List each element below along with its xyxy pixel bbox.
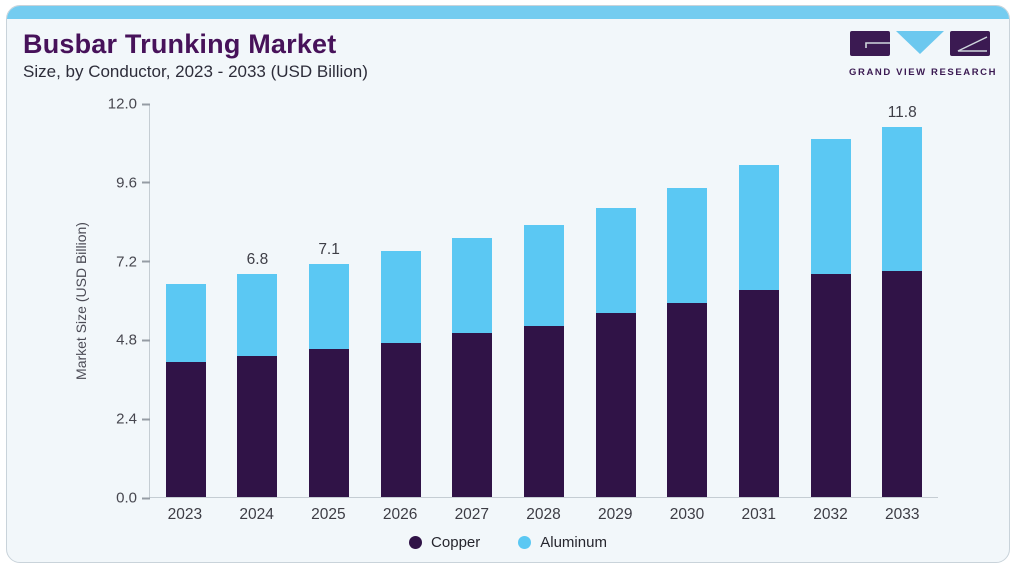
bar-segment-copper [380,342,421,497]
x-axis-label: 2023 [167,506,203,523]
x-axis-label: 2025 [311,506,346,523]
bar-group [437,104,509,497]
bar-group [723,104,795,497]
bar-value-label: 7.1 [318,240,340,258]
bar-segment-copper [309,349,350,497]
x-axis-label: 2032 [813,506,848,523]
bar-segment-aluminum [667,188,708,304]
y-tick-label: 7.2 [116,253,137,271]
y-tick: 4.8 [103,332,150,349]
bar-group: 7.1 [293,104,365,497]
x-axis-label: 2030 [669,506,705,523]
brand-logo: GRAND VIEW RESEARCH [849,30,998,78]
bar-group [651,104,723,497]
bars-container: 6.8 7.1 11.8 [150,104,938,497]
y-tick-mark [142,418,150,421]
x-axis-labels: 2023 2024 2025 2026 2027 2028 2029 2030 2031 2032… [149,506,938,524]
legend-label: Aluminum [540,534,607,551]
bar-segment-aluminum [380,250,421,343]
bar-segment-copper [237,355,278,497]
y-tick-mark [142,339,150,342]
bar-segment-aluminum [810,139,851,274]
bar-segment-copper [524,326,565,497]
legend-swatch [518,536,532,549]
bar-segment-copper [165,362,206,497]
bar-segment-aluminum [165,283,206,363]
y-tick-mark [142,181,150,184]
bar-segment-aluminum [452,237,493,333]
y-tick-mark [142,497,150,499]
legend-item-aluminum: Aluminum [518,534,607,551]
y-tick: 2.4 [103,411,150,428]
legend: Copper Aluminum [7,534,1009,551]
y-tick-label: 4.8 [116,331,137,349]
y-tick: 7.2 [103,253,150,270]
legend-label: Copper [431,534,481,551]
y-tick-mark [142,103,150,105]
bar-segment-copper [452,332,493,497]
bar-group [508,104,580,497]
x-axis-label: 2033 [884,506,920,523]
y-tick-label: 9.6 [116,174,137,192]
bar-group [365,104,437,497]
bar-group [580,104,652,497]
bar-group [150,104,222,497]
bar-segment-copper [738,290,779,497]
bar-segment-aluminum [882,127,923,272]
y-tick-label: 12.0 [107,95,137,113]
bar-value-label: 6.8 [246,250,269,268]
bar-segment-copper [667,303,708,497]
gvr-logo-icon [850,31,990,56]
page-subtitle: Size, by Conductor, 2023 - 2033 (USD Bil… [23,62,368,81]
y-tick: 12.0 [103,96,150,113]
x-axis-label: 2028 [526,506,561,523]
legend-item-copper: Copper [409,534,480,551]
x-axis-label: 2031 [741,506,776,523]
x-axis-label: 2026 [382,506,418,523]
logo-v-triangle [896,31,944,54]
bar-group: 6.8 [222,104,294,497]
bar-segment-copper [882,271,923,497]
y-tick-label: 2.4 [116,410,137,428]
page-title: Busbar Trunking Market [23,29,337,59]
bar-segment-aluminum [524,224,565,327]
bar-segment-copper [595,313,636,497]
bar-segment-aluminum [738,165,779,291]
bar-group: 11.8 [866,104,938,497]
y-tick: 9.6 [103,174,150,191]
plot-area: 12.0 9.6 7.2 4.8 2.4 0.0 6.8 7.1 11.8 [108,96,938,507]
bar-segment-aluminum [595,208,636,314]
bar-value-label: 11.8 [887,104,917,121]
bar-segment-aluminum [309,263,350,350]
x-axis-label: 2027 [454,506,490,523]
chart-card: Busbar Trunking Market Size, by Conducto… [6,5,1010,563]
x-axis-label: 2029 [598,506,633,523]
top-accent-bar [7,6,1009,19]
bar-segment-copper [810,273,851,497]
y-tick-label: 0.0 [116,489,137,507]
y-tick-mark [142,260,150,263]
y-tick: 0.0 [103,490,150,507]
bar-group [795,104,867,497]
bar-segment-aluminum [237,273,278,356]
logo-wordmark: GRAND VIEW RESEARCH [849,67,998,78]
legend-swatch [409,536,423,549]
x-axis-label: 2024 [239,506,274,523]
logo-r-block [950,31,990,56]
y-axis-title: Market Size (USD Billion) [73,222,89,380]
